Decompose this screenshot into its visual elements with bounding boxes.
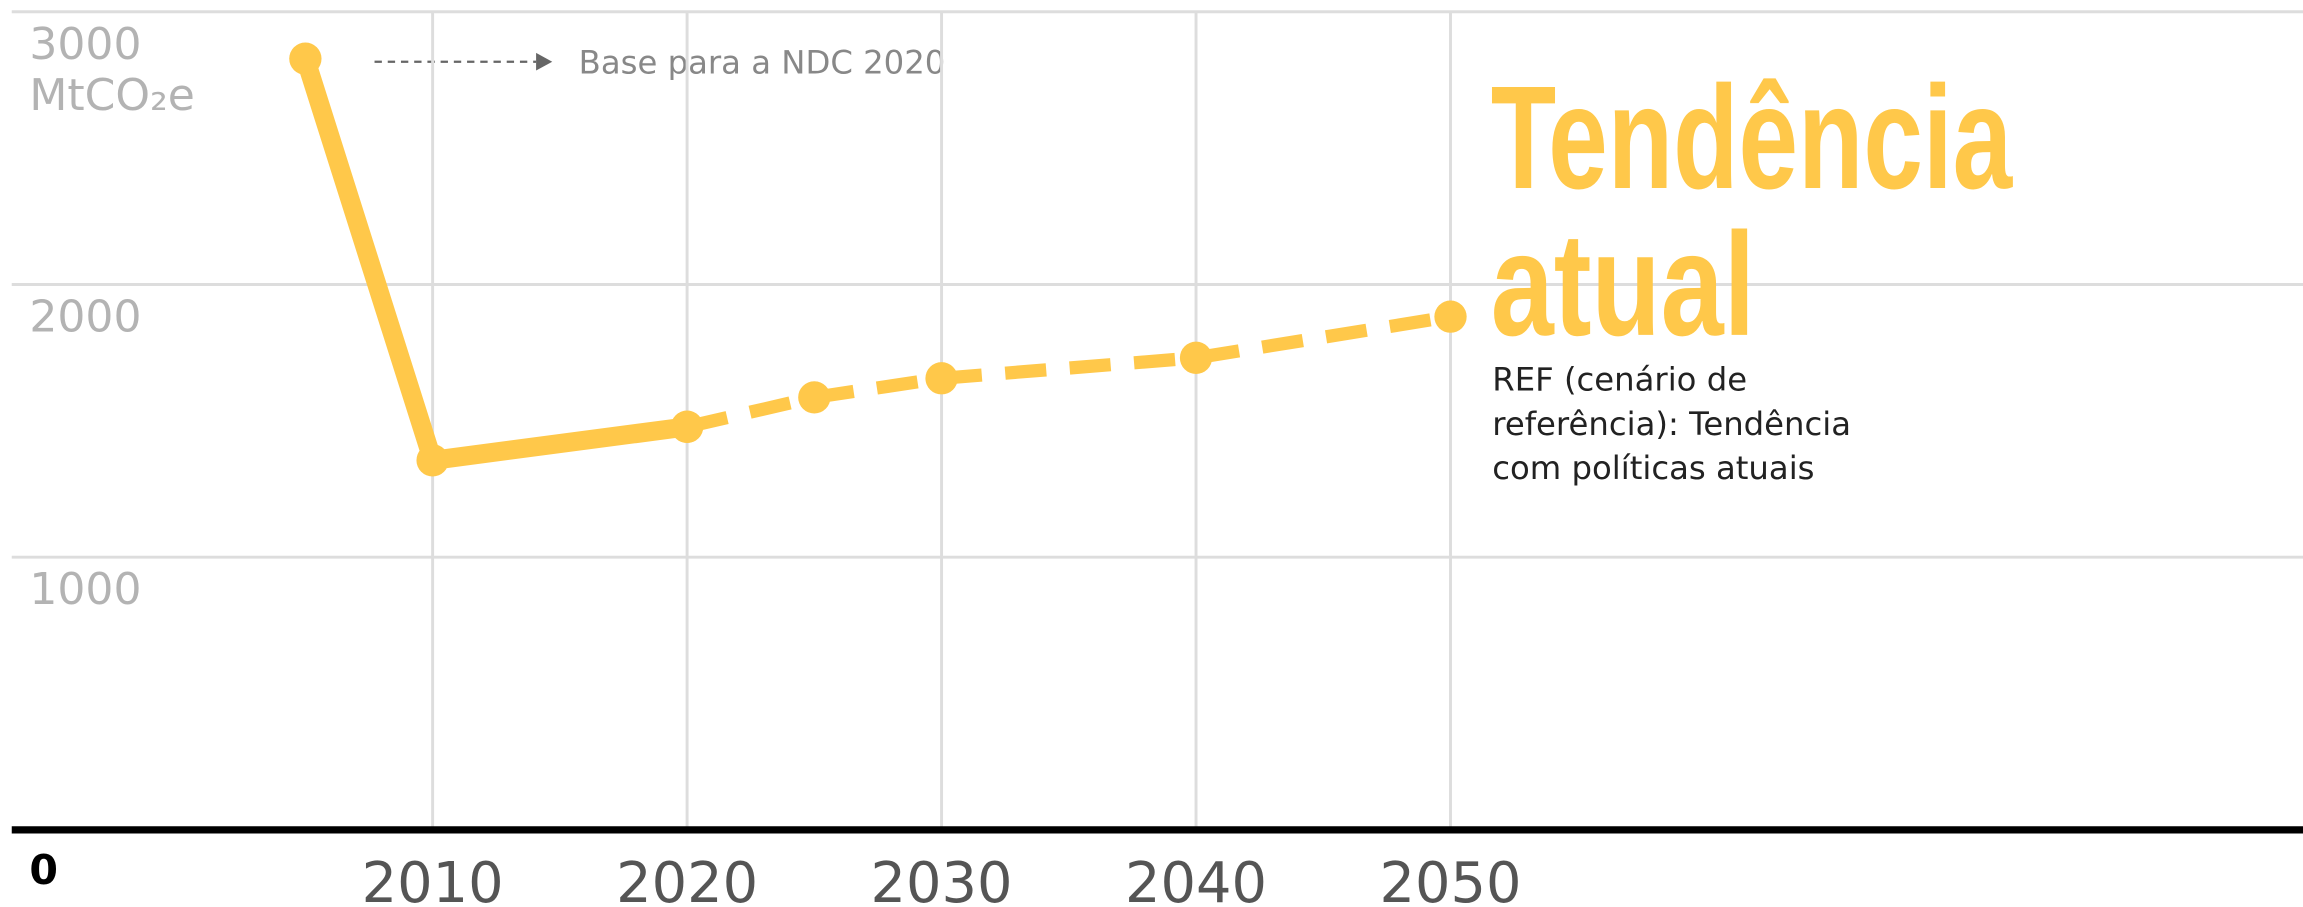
label-text: com políticas atuais <box>1492 449 1814 487</box>
line <box>685 310 1452 434</box>
label-text: REF (cenário de <box>1492 361 1747 399</box>
y-tick-label: 0 <box>29 846 58 894</box>
annotation-arrowhead <box>536 52 553 71</box>
x-tick-label: 2040 <box>1125 851 1267 907</box>
point <box>416 444 449 477</box>
x-tick-label: 2050 <box>1380 851 1522 907</box>
point <box>1434 300 1467 333</box>
x-tick-label: 2020 <box>616 851 758 907</box>
x-tick-label: 2010 <box>362 851 504 907</box>
point <box>1179 341 1213 374</box>
point <box>670 410 704 443</box>
point <box>925 362 958 395</box>
label-title: atual <box>1491 203 1755 367</box>
point <box>289 42 322 75</box>
x-tick-label: 2030 <box>871 851 1013 907</box>
y-tick-label: 3000 <box>29 19 141 70</box>
y-unit: MtCO₂e <box>29 70 194 121</box>
label-text: referência): Tendência <box>1492 405 1851 443</box>
point <box>798 381 831 414</box>
y-tick-label: 2000 <box>29 291 141 342</box>
annotation: Base para a NDC 2020 <box>579 43 946 81</box>
label-title: Tendência <box>1491 56 2013 220</box>
y-tick-label: 1000 <box>29 564 141 615</box>
line <box>296 55 689 470</box>
